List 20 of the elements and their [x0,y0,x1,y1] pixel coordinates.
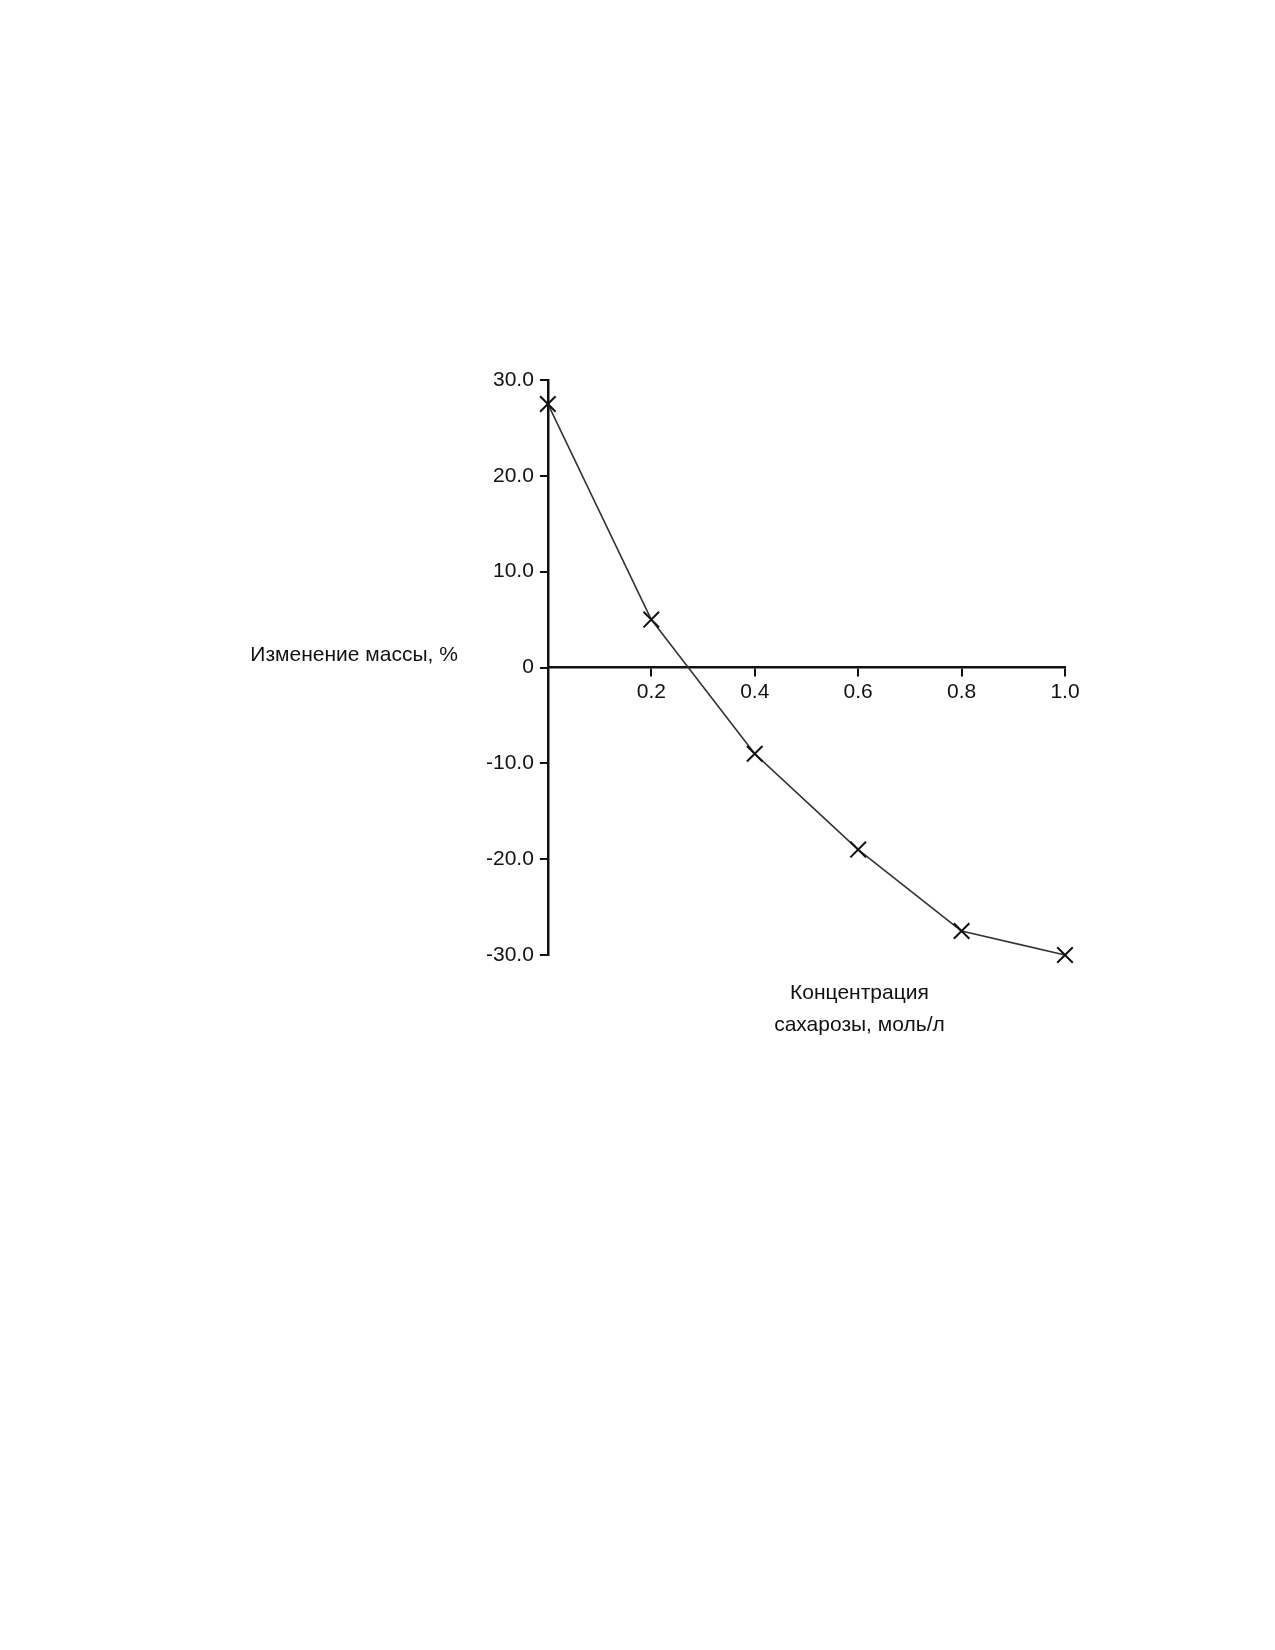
y-tick-label: -30.0 [485,941,534,965]
y-tick-label: 30.0 [492,366,534,390]
point [539,395,557,413]
point [1056,946,1074,964]
x-tick-label: 0.2 [636,678,666,702]
x-tick-label: 0.4 [740,678,770,702]
y-tick-label: 0 [522,654,534,678]
x-tick-label: 0.8 [946,678,977,702]
point [849,840,867,859]
x-axis-title: Концентрация сахарозы, моль/л [774,980,945,1036]
x-tick-label: 0.6 [843,678,873,702]
y-tick-label: 20.0 [492,462,534,486]
y-tick-label: 10.0 [492,558,534,582]
point [642,610,661,629]
x-tick-label: 1.0 [1050,678,1080,702]
y-axis-title: Изменение массы, % [250,642,458,666]
point [952,922,971,940]
point [745,744,764,763]
y-tick-label: -10.0 [485,750,534,774]
y-tick-label: -20.0 [485,845,534,869]
